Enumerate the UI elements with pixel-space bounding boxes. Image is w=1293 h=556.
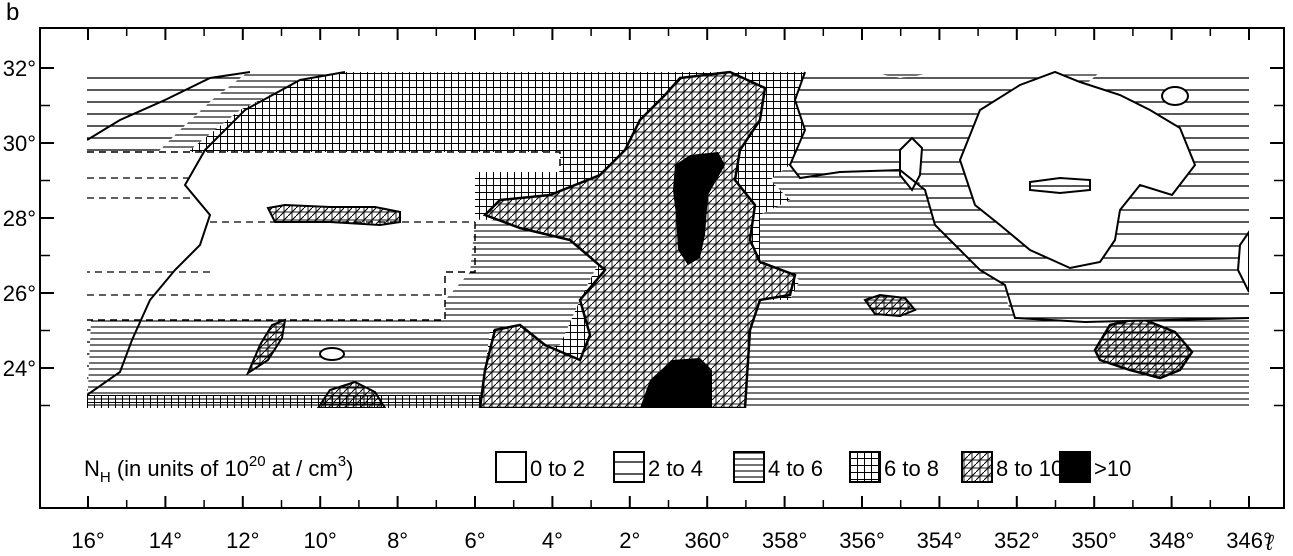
region-0-2-c xyxy=(899,136,924,192)
legend-swatch xyxy=(733,451,765,483)
region-6-8-lower xyxy=(87,395,487,408)
x-tick-label: 360° xyxy=(684,528,730,553)
density-field xyxy=(87,70,1249,408)
region-8-10-island-a xyxy=(266,203,401,227)
blank-boundary-inner xyxy=(87,177,475,296)
legend-label: >10 xyxy=(1094,456,1131,481)
y-ticks xyxy=(40,67,1284,407)
x-tick-label: 350° xyxy=(1071,528,1117,553)
x-tick-label: 16° xyxy=(71,528,104,553)
legend-label: 0 to 2 xyxy=(530,456,585,481)
contour-left-outer xyxy=(87,71,346,396)
y-axis-labels: 32° 30° 28° 26° 24° xyxy=(3,56,36,381)
x-tick-label: 358° xyxy=(762,528,808,553)
x-tick-label: 4° xyxy=(542,528,563,553)
x-tick-label: 10° xyxy=(304,528,337,553)
y-tick-label: 32° xyxy=(3,56,36,81)
y-tick-label: 30° xyxy=(3,131,36,156)
legend: NH (in units of 1020 at / cm3) 0 to 2 2 t… xyxy=(84,451,1131,486)
x-tick-label: 12° xyxy=(226,528,259,553)
region-0-2-d xyxy=(1161,86,1189,106)
legend-item: 8 to 10 xyxy=(961,451,1063,483)
x-axis-labels: 16° 14° 12° 10° 8° 6° 4° 2° 360° 358° 356° 354° 352°… xyxy=(71,528,1271,553)
legend-items: 0 to 2 2 to 4 4 to 6 6 to 8 8 to 10 >10 xyxy=(495,451,1131,483)
legend-label: 4 to 6 xyxy=(768,456,823,481)
legend-item: 0 to 2 xyxy=(495,451,585,483)
legend-label: 8 to 10 xyxy=(996,456,1063,481)
x-tick-label: 346° xyxy=(1226,528,1272,553)
legend-swatch xyxy=(1059,451,1091,483)
contour-right-boundary xyxy=(788,71,1249,324)
contour-left-upper xyxy=(87,71,251,141)
legend-swatch xyxy=(495,451,527,483)
x-tick-label: 14° xyxy=(149,528,182,553)
x-axis-unit: ℓ xyxy=(1265,530,1274,555)
region-gt10-lower xyxy=(640,358,712,408)
legend-swatch xyxy=(961,451,993,483)
region-0-2-e xyxy=(1236,230,1249,293)
x-tick-label: 356° xyxy=(839,528,885,553)
legend-label: 6 to 8 xyxy=(884,456,939,481)
region-gt10-upper xyxy=(673,152,725,265)
x-ticks xyxy=(87,28,1250,508)
legend-item: 4 to 6 xyxy=(733,451,823,483)
x-tick-label: 354° xyxy=(917,528,963,553)
x-tick-label: 352° xyxy=(994,528,1040,553)
x-tick-label: 2° xyxy=(619,528,640,553)
legend-swatch xyxy=(849,451,881,483)
y-tick-label: 24° xyxy=(3,356,36,381)
y-tick-label: 28° xyxy=(3,206,36,231)
region-8-10-island-c xyxy=(316,380,387,408)
region-0-2-b xyxy=(1029,176,1091,195)
x-tick-label: 8° xyxy=(387,528,408,553)
blank-region xyxy=(87,152,560,320)
region-2-4-island xyxy=(863,293,917,318)
map-frame xyxy=(39,27,1285,509)
blank-boundary xyxy=(87,151,561,321)
legend-item: 2 to 4 xyxy=(613,451,703,483)
region-0-2-a xyxy=(958,70,1197,270)
y-tick-label: 26° xyxy=(3,281,36,306)
panel-label: b xyxy=(6,0,19,26)
legend-label: 2 to 4 xyxy=(648,456,703,481)
legend-title: NH (in units of 1020 at / cm3) xyxy=(84,453,353,486)
legend-item: >10 xyxy=(1059,451,1131,483)
region-2-4-small xyxy=(319,347,345,361)
x-tick-label: 6° xyxy=(464,528,485,553)
legend-swatch xyxy=(613,451,645,483)
legend-item: 6 to 8 xyxy=(849,451,939,483)
x-tick-label: 348° xyxy=(1149,528,1195,553)
